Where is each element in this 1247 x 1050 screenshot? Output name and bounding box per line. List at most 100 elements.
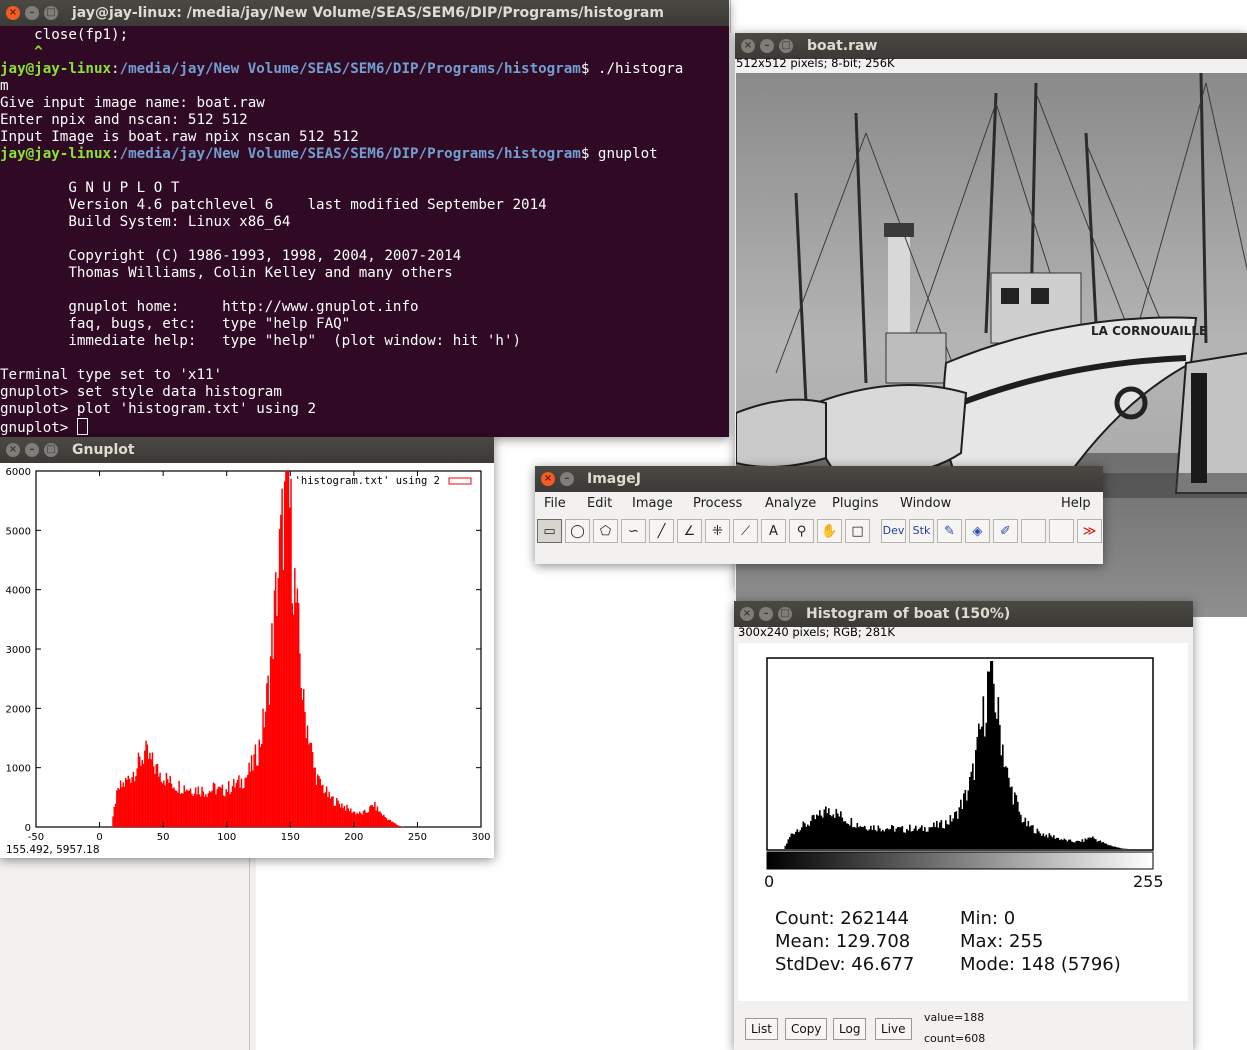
histogram-bar <box>277 577 280 827</box>
menu-help[interactable]: Help <box>1061 496 1091 511</box>
histogram-bar <box>295 602 297 827</box>
text-tool-icon[interactable]: A <box>761 519 786 543</box>
flood-fill-icon[interactable]: ◈ <box>965 519 990 543</box>
histogram-bar <box>1095 839 1097 849</box>
close-icon[interactable]: × <box>541 472 555 486</box>
histogram-bar <box>1119 847 1121 849</box>
histogram-bar <box>303 688 305 827</box>
histogram-bar <box>1060 839 1063 849</box>
histogram-bar <box>909 824 911 849</box>
stk-tool-button[interactable]: Stk <box>909 519 934 543</box>
histogram-bar <box>380 813 383 827</box>
minimize-icon[interactable]: – <box>560 472 574 486</box>
copy-button[interactable]: Copy <box>785 1018 828 1040</box>
gnuplot-plot[interactable]: -50 0 50 100 150 200 250 3000100020003000400050… <box>0 463 494 858</box>
log-button[interactable]: Log <box>833 1018 867 1040</box>
pencil-tool-icon[interactable]: ✐ <box>993 519 1018 543</box>
point-tool-icon[interactable]: ⁜ <box>705 519 730 543</box>
hand-tool-icon[interactable]: ✋ <box>817 519 842 543</box>
angle-tool-icon[interactable]: ∠ <box>677 519 702 543</box>
histogram-bar <box>1014 792 1016 849</box>
histogram-bar <box>192 795 194 827</box>
histogram-bar <box>214 783 216 827</box>
maximize-icon[interactable]: □ <box>779 39 793 53</box>
freehand-tool-icon[interactable]: ∽ <box>621 519 646 543</box>
terminal-window[interactable]: × – □ jay@jay-linux: /media/jay/New Volu… <box>0 0 729 437</box>
histogram-bar <box>1105 843 1108 849</box>
menu-edit[interactable]: Edit <box>587 496 613 511</box>
histogram-bar <box>1038 831 1040 849</box>
histogram-bar <box>323 793 325 827</box>
live-button[interactable]: Live <box>875 1018 912 1040</box>
histogram-titlebar[interactable]: × – □ Histogram of boat (150%) <box>734 601 1193 627</box>
histogram-bar <box>125 777 127 827</box>
histogram-bar <box>1068 839 1070 849</box>
histogram-bar <box>996 718 998 849</box>
histogram-bar <box>985 722 988 849</box>
histogram-bar <box>823 809 826 849</box>
line-tool-icon[interactable]: ╱ <box>649 519 674 543</box>
maximize-icon[interactable]: □ <box>778 607 792 621</box>
histogram-bar <box>1096 841 1099 849</box>
histogram-bar <box>318 776 320 827</box>
histogram-bar <box>897 827 899 849</box>
maximize-icon[interactable]: □ <box>44 6 58 20</box>
minimize-icon[interactable]: – <box>25 6 39 20</box>
text-cursor[interactable] <box>76 418 88 435</box>
menu-process[interactable]: Process <box>693 496 743 511</box>
boat-titlebar[interactable]: × – □ boat.raw <box>735 33 1247 59</box>
close-icon[interactable]: × <box>741 39 755 53</box>
histogram-bar <box>840 811 842 849</box>
histogram-bar <box>203 796 206 827</box>
stat-min: Min: 0 <box>960 908 1016 929</box>
histogram-bar <box>1116 847 1118 849</box>
minimize-icon[interactable]: – <box>760 39 774 53</box>
histogram-bar <box>1113 846 1115 849</box>
close-icon[interactable]: × <box>6 443 20 457</box>
menu-plugins[interactable]: Plugins <box>832 496 879 511</box>
color-picker-icon[interactable]: □ <box>845 519 870 543</box>
wand-tool-icon[interactable]: ⟋ <box>733 519 758 543</box>
value-readout: value=188 <box>924 1011 985 1024</box>
histogram-window[interactable]: × – □ Histogram of boat (150%) 300x240 p… <box>734 601 1193 1050</box>
dev-tool-button[interactable]: Dev <box>881 519 906 543</box>
gnuplot-window[interactable]: × – □ Gnuplot -50 0 50 100 150 200 250 300 0 1000… <box>0 437 494 858</box>
brush-tool-icon[interactable]: ✎ <box>937 519 962 543</box>
imagej-window[interactable]: × – ImageJ File Edit Image Process Analy… <box>535 466 1103 564</box>
histogram-bar <box>943 828 946 849</box>
minimize-icon[interactable]: – <box>25 443 39 457</box>
polygon-tool-icon[interactable]: ⬠ <box>593 519 618 543</box>
menu-window[interactable]: Window <box>900 496 952 511</box>
magnifier-tool-icon[interactable]: ⚲ <box>789 519 814 543</box>
list-button[interactable]: List <box>745 1018 778 1040</box>
empty-tool-slot[interactable] <box>1049 519 1074 543</box>
rectangle-tool-icon[interactable]: ▭ <box>537 519 562 543</box>
ij-histogram-plot[interactable]: 0 255 <box>738 643 1188 903</box>
close-icon[interactable]: × <box>740 607 754 621</box>
terminal-output[interactable]: close(fp1); ^ jay@jay-linux:/media/jay/N… <box>0 26 729 437</box>
histogram-bar <box>388 819 390 827</box>
menu-analyze[interactable]: Analyze <box>765 496 817 511</box>
terminal-titlebar[interactable]: × – □ jay@jay-linux: /media/jay/New Volu… <box>0 0 729 26</box>
histogram-bar <box>144 750 146 827</box>
imagej-titlebar[interactable]: × – ImageJ <box>535 466 1103 492</box>
histogram-bar <box>1072 842 1075 849</box>
empty-tool-slot[interactable] <box>1021 519 1046 543</box>
histogram-bar <box>1039 833 1042 849</box>
minimize-icon[interactable]: – <box>759 607 773 621</box>
histogram-bar <box>882 829 884 849</box>
histogram-bar <box>233 778 235 827</box>
histogram-bar <box>268 704 271 827</box>
histogram-bar <box>278 529 281 827</box>
gnuplot-titlebar[interactable]: × – □ Gnuplot <box>0 437 494 463</box>
histogram-bar <box>1084 838 1087 849</box>
terminal-command: $ ./histogra <box>580 61 684 77</box>
more-tools-icon[interactable]: ≫ <box>1077 519 1102 543</box>
histogram-bar <box>165 772 168 827</box>
terminal-title: jay@jay-linux: /media/jay/New Volume/SEA… <box>72 5 664 21</box>
menu-file[interactable]: File <box>544 496 566 511</box>
menu-image[interactable]: Image <box>632 496 673 511</box>
oval-tool-icon[interactable]: ◯ <box>565 519 590 543</box>
maximize-icon[interactable]: □ <box>44 443 58 457</box>
close-icon[interactable]: × <box>6 6 20 20</box>
